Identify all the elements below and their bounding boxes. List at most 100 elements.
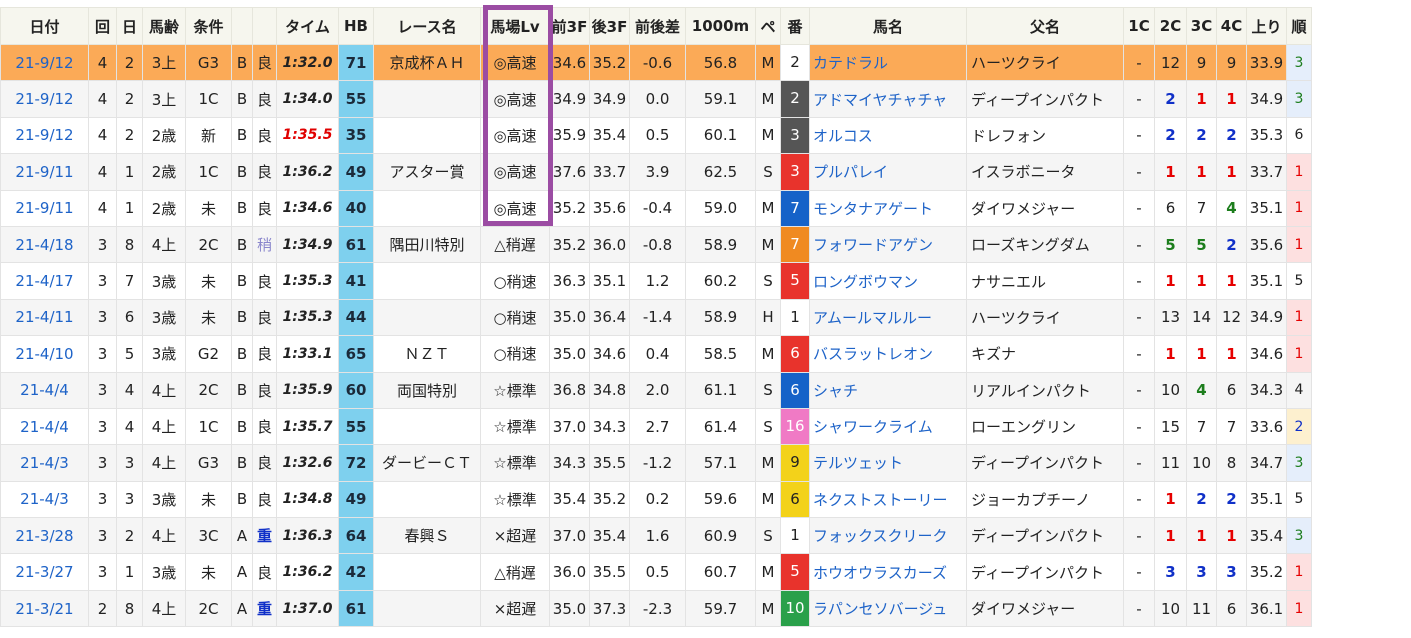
col-hb-header[interactable]: HB [338,7,374,45]
col-corner2-header[interactable]: 2C [1154,7,1187,45]
horse-name-link[interactable]: ホウオウラスカーズ [809,553,967,591]
col-diff-header[interactable]: 前後差 [629,7,686,45]
table-row[interactable]: 21-3/28 3 2 4上 3C A 重 1:36.3 64 春興Ｓ ×超遅 37.0 35.4 1.6… [0,517,1312,555]
condition-cell: 良 [252,262,277,300]
horse-name-link[interactable]: アムールマルルー [809,298,967,337]
horse-name-link[interactable]: バスラットレオン [809,335,967,373]
col-first3f-header[interactable]: 前3F [549,7,590,45]
col-last3f-header[interactable]: 後3F [589,7,630,45]
m1000-cell: 60.9 [685,517,756,555]
diff-cell: 0.5 [629,116,686,155]
date-cell[interactable]: 21-4/17 [0,262,89,300]
corner1-cell: - [1123,589,1155,628]
m1000-cell: 58.9 [685,298,756,337]
first3f-cell: 34.6 [549,43,590,82]
table-row[interactable]: 21-4/4 3 4 4上 1C B 良 1:35.7 55 ☆標準 37.0 34.3 2.7 61.4… [0,407,1312,446]
course-cell: B [231,262,253,300]
horse-name-link[interactable]: オルコス [809,116,967,155]
col-corner1-header[interactable]: 1C [1123,7,1155,45]
horse-name-link[interactable]: ネクストストーリー [809,480,967,519]
hb-cell: 49 [338,480,374,519]
date-cell[interactable]: 21-4/10 [0,335,89,373]
date-cell[interactable]: 21-9/11 [0,189,89,227]
date-cell[interactable]: 21-9/12 [0,43,89,82]
date-cell[interactable]: 21-3/27 [0,553,89,591]
date-cell[interactable]: 21-4/4 [0,371,89,409]
horse-number-badge: 6 [781,482,809,517]
table-row[interactable]: 21-4/18 3 8 4上 2C B 稍 1:34.9 61 隅田川特別 △稍遅 35.2 36.0-… [0,225,1312,264]
horse-name-link[interactable]: アドマイヤチャチャ [809,80,967,118]
table-row[interactable]: 21-4/3 3 3 3歳未 B 良 1:34.8 49 ☆標準 35.4 35.2 0.2 59.6 M… [0,480,1312,519]
col-track-level-header[interactable]: 馬場Lv [480,7,550,45]
horse-name-link[interactable]: フォックスクリーク [809,517,967,555]
col-1000m-header[interactable]: 1000m [685,7,756,45]
last3f-cell: 35.5 [589,444,630,482]
corner3-cell: 1 [1186,335,1217,373]
horse-name-link[interactable]: ラパンセソバージュ [809,589,967,628]
table-row[interactable]: 21-9/11 4 1 2歳未 B 良 1:34.6 40 ◎高速 35.2 35.6 -0.4 59.… [0,189,1312,227]
col-pace-header[interactable]: ペ [755,7,781,45]
horse-name-link[interactable]: フォワードアゲン [809,225,967,264]
col-order-header[interactable]: 順 [1286,7,1312,45]
hb-cell: 44 [338,298,374,337]
col-horse-name-header[interactable]: 馬名 [809,7,967,45]
date-cell[interactable]: 21-3/28 [0,517,89,555]
horse-name-link[interactable]: シャワークライム [809,407,967,446]
date-cell[interactable]: 21-4/3 [0,444,89,482]
table-row[interactable]: 21-3/27 3 1 3歳未 A 良 1:36.2 42 △稍遅 36.0 35.5 0.5 60.7… [0,553,1312,591]
table-row[interactable]: 21-4/10 3 5 3歳 G2 B 良 1:33.1 65 ＮＺＴ ○稍速 35.0 34.6 0.4… [0,335,1312,373]
hb-cell: 71 [338,43,374,82]
col-date-header[interactable]: 日付 [0,7,89,45]
pace-cell: M [755,189,781,227]
col-number-header[interactable]: 番 [780,7,810,45]
time-cell: 1:36.2 [276,553,339,591]
date-cell[interactable]: 21-4/11 [0,298,89,337]
table-row[interactable]: 21-4/11 3 6 3歳未 B 良 1:35.3 44 ○稍速 35.0 36.4 -1.4 58.… [0,298,1312,337]
table-row[interactable]: 21-3/21 2 8 4上 2C A 重 1:37.0 61 ×超遅 35.0 37.3 -2.3 59… [0,589,1312,628]
col-time-header[interactable]: タイム [276,7,339,45]
table-row[interactable]: 21-9/12 4 2 3上 1C B 良 1:34.0 55 ◎高速 34.9 34.9 0.0 59.… [0,80,1312,118]
date-cell[interactable]: 21-9/12 [0,116,89,155]
table-row[interactable]: 21-4/4 3 4 4上 2C B 良 1:35.9 60 両国特別 ☆標準 36.8 34.8 2.0… [0,371,1312,409]
date-cell[interactable]: 21-4/3 [0,480,89,519]
sire-name-cell: ジョーカプチーノ [966,480,1124,519]
col-class-header[interactable]: 条件 [185,7,232,45]
col-condition-header[interactable] [252,7,277,45]
horse-name-link[interactable]: ロングボウマン [809,262,967,300]
col-agari-header[interactable]: 上り [1246,7,1287,45]
date-cell[interactable]: 21-4/18 [0,225,89,264]
track-level-cell: ◎高速 [480,116,550,155]
order-cell: 2 [1286,407,1312,446]
col-corner4-header[interactable]: 4C [1216,7,1247,45]
date-cell[interactable]: 21-9/12 [0,80,89,118]
horse-name-link[interactable]: テルツェット [809,444,967,482]
col-kai-header[interactable]: 回 [88,7,117,45]
kai-cell: 3 [88,444,117,482]
horse-name-link[interactable]: モンタナアゲート [809,189,967,227]
date-cell[interactable]: 21-4/4 [0,407,89,446]
horse-name-link[interactable]: カテドラル [809,43,967,82]
horse-name-link[interactable]: プルパレイ [809,153,967,191]
table-row[interactable]: 21-9/11 4 1 2歳 1C B 良 1:36.2 49 アスター賞 ◎高速 37.6 33.7 3… [0,153,1312,191]
col-race-name-header[interactable]: レース名 [373,7,481,45]
table-row[interactable]: 21-9/12 4 2 3上 G3 B 良 1:32.0 71 京成杯ＡＨ ◎高速 34.6 35.2-… [0,43,1312,82]
hb-cell: 40 [338,189,374,227]
race-name-cell: ＮＺＴ [373,335,481,373]
horse-name-link[interactable]: シャチ [809,371,967,409]
course-cell: A [231,553,253,591]
table-row[interactable]: 21-4/3 3 3 4上 G3 B 良 1:32.6 72 ダービーＣＴ ☆標準 34.3 35.5-… [0,444,1312,482]
last3f-cell: 33.7 [589,153,630,191]
pace-cell: S [755,371,781,409]
date-cell[interactable]: 21-9/11 [0,153,89,191]
col-age-header[interactable]: 馬齢 [142,7,186,45]
col-sire-header[interactable]: 父名 [966,7,1124,45]
table-row[interactable]: 21-4/17 3 7 3歳未 B 良 1:35.3 41 ○稍速 36.3 35.1 1.2 60.2… [0,262,1312,300]
col-corner3-header[interactable]: 3C [1186,7,1217,45]
date-cell[interactable]: 21-3/21 [0,589,89,628]
horse-number-cell: 5 [780,553,810,591]
table-row[interactable]: 21-9/12 4 2 2歳新 B 良 1:35.5 35 ◎高速 35.9 35.4 0.5 60.1… [0,116,1312,155]
order-cell: 1 [1286,553,1312,591]
col-course-header[interactable] [231,7,253,45]
col-nichi-header[interactable]: 日 [116,7,143,45]
class-cell: 未 [185,298,232,337]
